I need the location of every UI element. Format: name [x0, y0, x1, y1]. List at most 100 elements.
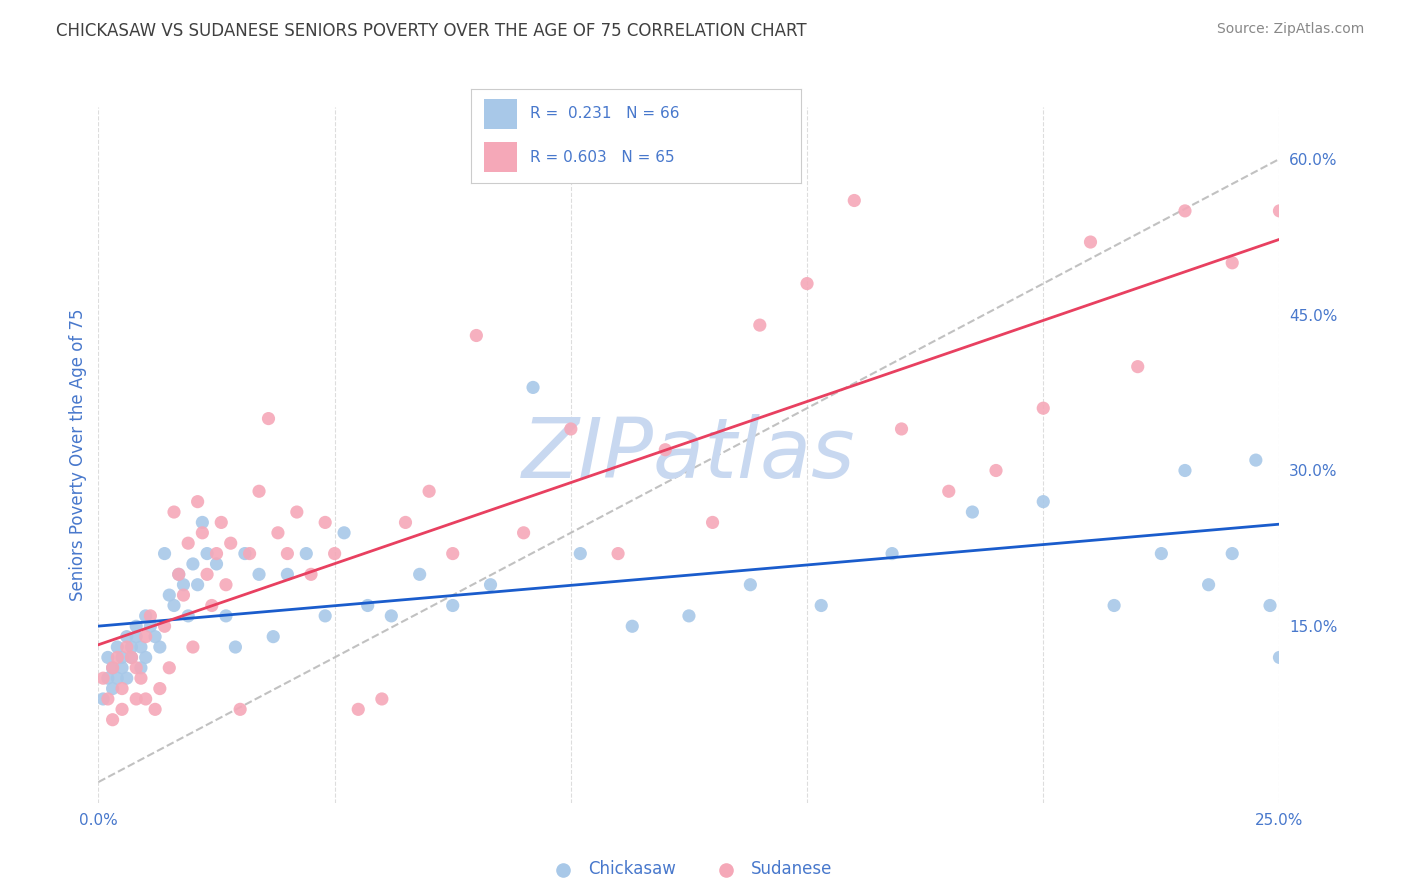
Point [276, 567, 298, 582]
Point [844, 194, 866, 208]
Point [810, 599, 832, 613]
Point [97, 692, 120, 706]
Point [111, 702, 134, 716]
Point [153, 547, 176, 561]
Point [172, 578, 194, 592]
Point [347, 702, 370, 716]
Point [125, 661, 148, 675]
Point [224, 640, 246, 654]
Legend: Chickasaw, Sudanese: Chickasaw, Sudanese [540, 854, 838, 885]
Point [607, 547, 630, 561]
Point [1268, 650, 1291, 665]
Point [621, 619, 644, 633]
Bar [484, 142, 517, 171]
Point [962, 505, 984, 519]
Point [105, 671, 128, 685]
Point [97, 671, 120, 685]
Point [191, 525, 214, 540]
Point [314, 608, 336, 623]
Point [257, 411, 280, 425]
Point [1244, 453, 1267, 467]
Point [121, 650, 143, 665]
Point [1174, 463, 1197, 477]
Point [239, 547, 262, 561]
Point [149, 681, 172, 696]
Point [233, 547, 256, 561]
Point [157, 588, 180, 602]
Point [441, 547, 464, 561]
Point [1032, 401, 1054, 416]
Point [91, 692, 114, 706]
Point [135, 692, 157, 706]
Point [512, 525, 534, 540]
Point [177, 536, 200, 550]
Point [219, 536, 242, 550]
Point [380, 608, 402, 623]
Point [125, 619, 148, 633]
Point [187, 578, 209, 592]
Point [678, 608, 700, 623]
Point [135, 630, 157, 644]
Point [247, 484, 270, 499]
Point [569, 547, 592, 561]
Point [1080, 235, 1102, 249]
Point [1150, 547, 1173, 561]
Point [111, 681, 134, 696]
Point [177, 608, 200, 623]
Point [143, 702, 166, 716]
Point [560, 422, 582, 436]
Point [97, 650, 120, 665]
Text: ZIPatlas: ZIPatlas [522, 415, 856, 495]
Point [299, 567, 322, 582]
Point [157, 661, 180, 675]
Point [101, 661, 124, 675]
Point [418, 484, 440, 499]
Point [796, 277, 818, 291]
Point [139, 608, 162, 623]
Point [1220, 256, 1243, 270]
Point [1292, 463, 1315, 477]
Point [890, 422, 912, 436]
Point [938, 484, 960, 499]
Point [181, 557, 204, 571]
Point [167, 567, 190, 582]
Point [262, 630, 284, 644]
Point [172, 588, 194, 602]
Point [121, 650, 143, 665]
Point [215, 608, 238, 623]
Point [1032, 494, 1054, 508]
Point [880, 547, 903, 561]
Point [125, 630, 148, 644]
Point [522, 380, 544, 394]
Point [101, 681, 124, 696]
Point [740, 578, 762, 592]
Point [1268, 203, 1291, 218]
Point [1258, 599, 1281, 613]
Point [135, 650, 157, 665]
Point [167, 567, 190, 582]
Point [1220, 547, 1243, 561]
Point [1102, 599, 1125, 613]
Point [91, 671, 114, 685]
Point [276, 547, 298, 561]
Point [333, 525, 356, 540]
Point [465, 328, 488, 343]
Point [115, 630, 138, 644]
Point [205, 547, 228, 561]
Point [323, 547, 346, 561]
Point [105, 650, 128, 665]
Point [205, 557, 228, 571]
Point [163, 599, 186, 613]
Point [187, 494, 209, 508]
Point [129, 671, 152, 685]
Text: CHICKASAW VS SUDANESE SENIORS POVERTY OVER THE AGE OF 75 CORRELATION CHART: CHICKASAW VS SUDANESE SENIORS POVERTY OV… [56, 22, 807, 40]
Point [181, 640, 204, 654]
Point [267, 525, 290, 540]
Point [111, 661, 134, 675]
Point [295, 547, 318, 561]
Point [357, 599, 380, 613]
Point [135, 608, 157, 623]
Point [984, 463, 1007, 477]
Point [441, 599, 464, 613]
Point [101, 661, 124, 675]
